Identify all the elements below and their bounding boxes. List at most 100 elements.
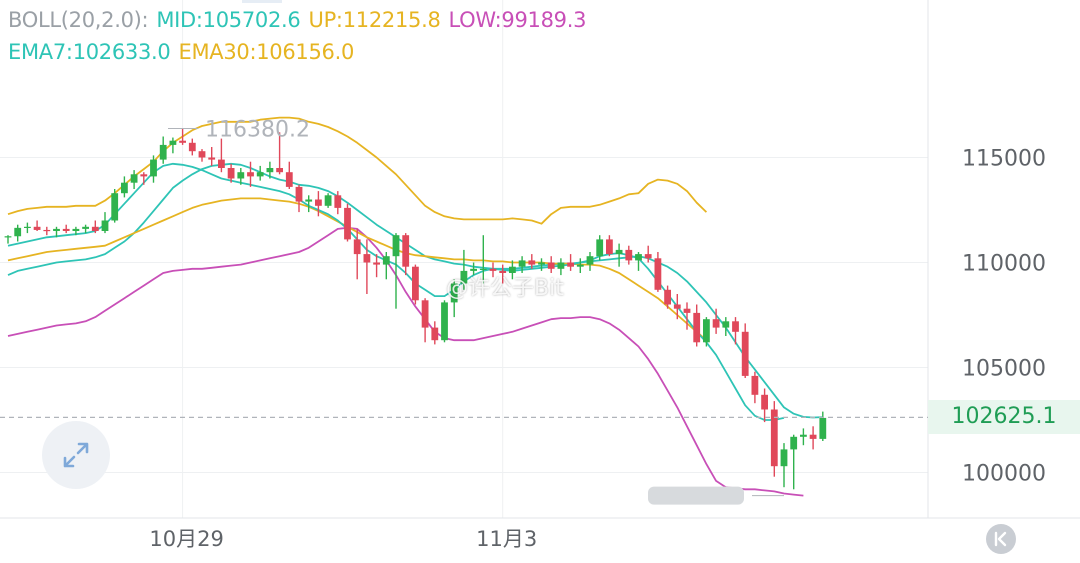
candle-down: [606, 235, 613, 257]
candle-up: [635, 252, 642, 271]
candle-body: [373, 262, 380, 265]
legend-boll-params: BOLL(20,2.0):: [8, 8, 149, 32]
candle-body: [101, 220, 109, 231]
candle-body: [819, 417, 827, 439]
candle-down: [761, 388, 768, 423]
candle-body: [62, 228, 70, 231]
candle-up: [479, 235, 487, 284]
candle-up: [305, 195, 313, 213]
candle-down: [218, 138, 225, 173]
candle-up: [780, 443, 788, 488]
candle-down: [412, 264, 419, 305]
expand-button[interactable]: [42, 421, 110, 489]
candle-body: [557, 262, 565, 269]
legend-boll: BOLL(20,2.0): MID:105702.6 UP:112215.8 LOW:…: [8, 8, 594, 32]
candle-up: [576, 258, 584, 273]
candle-up: [150, 155, 157, 183]
candle-body: [586, 256, 594, 265]
candle-up: [101, 212, 109, 234]
candle-body: [790, 436, 798, 450]
candle-down: [683, 302, 691, 330]
candle-body: [14, 227, 22, 237]
candle-body: [732, 321, 739, 332]
candle-up: [111, 189, 119, 223]
candle-up: [130, 170, 138, 189]
candle-body: [363, 254, 371, 263]
candle-body: [509, 266, 516, 273]
candle-body: [227, 168, 235, 179]
candle-body: [285, 172, 293, 187]
y-tick-label: 115000: [962, 147, 1046, 172]
candle-body: [606, 239, 613, 255]
candle-up: [382, 252, 390, 280]
candle-down: [198, 149, 206, 162]
candle-up: [596, 235, 604, 261]
candle-up: [266, 161, 274, 179]
candle-body: [431, 327, 439, 341]
y-tick-label: 100000: [962, 462, 1046, 487]
scroll-to-latest-button[interactable]: [986, 524, 1016, 554]
candle-down: [809, 426, 817, 450]
series-line-mid: [7, 162, 823, 419]
candle-body: [615, 249, 623, 255]
candle-body: [421, 300, 429, 328]
candle-up: [586, 252, 594, 271]
x-tick-label: 11月3: [476, 527, 537, 551]
candle-body: [479, 268, 487, 270]
candle-up: [615, 243, 623, 267]
candle-down: [227, 163, 235, 183]
candle-body: [761, 394, 768, 410]
candle-body: [460, 270, 468, 284]
candle-body: [809, 434, 817, 439]
candle-down: [402, 233, 410, 276]
candle-down: [363, 239, 371, 294]
candle-body: [130, 174, 138, 183]
candle-body: [91, 226, 99, 231]
y-tick-label: 105000: [962, 357, 1046, 382]
candle-up: [441, 300, 448, 343]
x-tick-label: 10月29: [149, 527, 223, 551]
candle-body: [208, 157, 216, 160]
candles: [4, 128, 827, 490]
candle-down: [421, 298, 429, 343]
candle-up: [4, 235, 12, 244]
candle-body: [344, 207, 351, 240]
candle-down: [315, 191, 322, 217]
candle-body: [198, 151, 206, 158]
legend-low: LOW:99189.3: [448, 8, 587, 32]
candle-down: [673, 294, 681, 320]
candle-body: [169, 140, 177, 145]
candle-body: [654, 258, 662, 290]
legend-ema30: EMA30:106156.0: [178, 40, 355, 64]
candle-down: [373, 254, 380, 278]
candle-down: [693, 304, 701, 347]
candle-body: [392, 235, 400, 257]
candle-body: [470, 268, 477, 271]
candle-up: [557, 258, 565, 276]
candle-up: [121, 176, 128, 198]
candle-body: [266, 168, 274, 173]
watermark: @许公子Bit: [446, 276, 564, 301]
candle-body: [770, 409, 778, 467]
candle-body: [528, 260, 536, 265]
candle-body: [489, 268, 497, 271]
candle-up: [800, 428, 807, 446]
candle-body: [4, 236, 12, 238]
candle-down: [528, 254, 536, 269]
candle-body: [150, 159, 157, 177]
candle-up: [324, 193, 332, 208]
candle-body: [315, 199, 322, 206]
candle-up: [72, 226, 80, 236]
candle-body: [576, 264, 584, 267]
chevron-left-double-icon: [994, 531, 1007, 547]
current-price-label: 102625.1: [928, 400, 1080, 434]
candle-body: [518, 260, 526, 267]
candle-up: [169, 137, 177, 154]
candle-body: [247, 172, 254, 177]
candle-body: [353, 239, 361, 255]
candle-up: [392, 233, 400, 309]
grid-layer: [0, 0, 1080, 519]
candle-body: [780, 449, 788, 467]
candle-down: [712, 308, 720, 334]
